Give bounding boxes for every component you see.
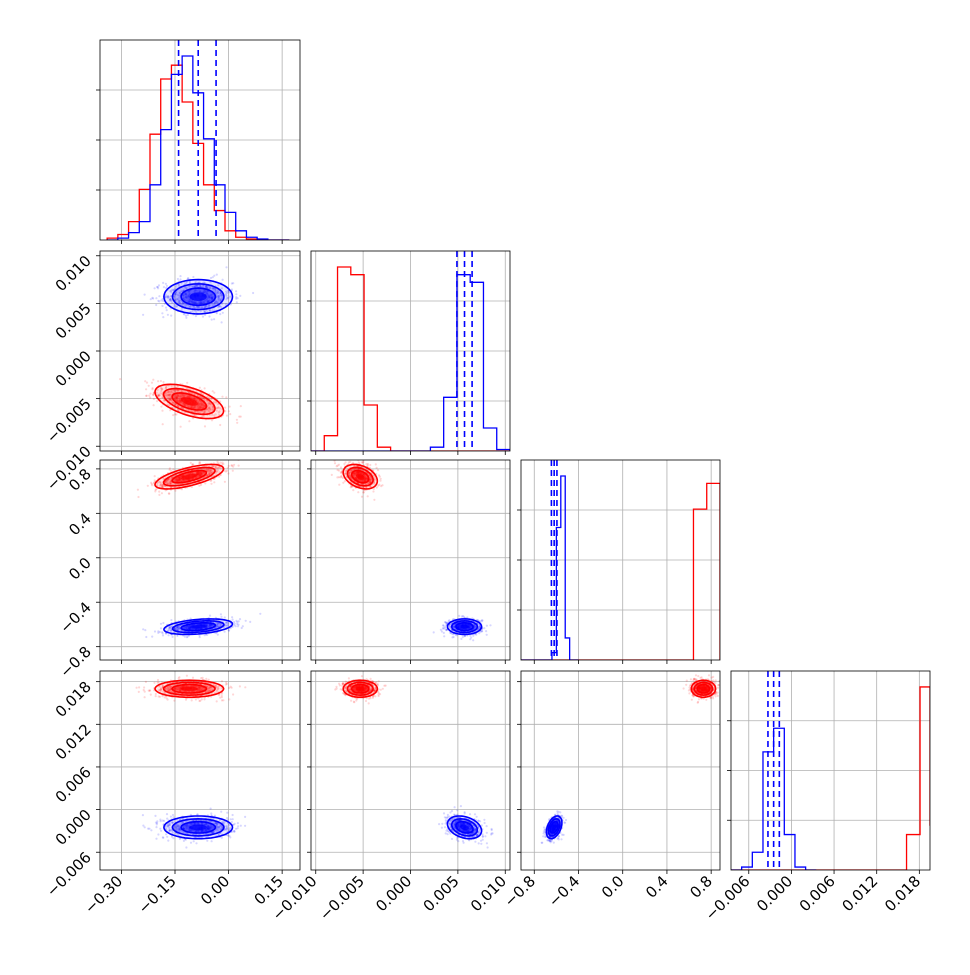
y-tick-label-1-4: 0.010: [52, 252, 95, 295]
y-tick-label-2-0: −0.8: [56, 643, 94, 681]
x-tick-label-0-2: 0.00: [197, 872, 233, 908]
y-tick-label-1-2: 0.000: [52, 347, 95, 390]
x-tick-label-3-3: 0.012: [838, 872, 881, 915]
x-tick-label-3-4: 0.018: [881, 872, 924, 915]
y-tick-label-3-0: −0.006: [43, 848, 95, 900]
y-tick-label-3-2: 0.006: [52, 763, 95, 806]
x-tick-label-3-1: 0.000: [753, 872, 796, 915]
y-tick-label-3-3: 0.012: [52, 720, 95, 763]
histogram-panel-0: [96, 40, 300, 244]
y-tick-label-3-1: 0.000: [52, 806, 95, 849]
y-tick-label-1-1: −0.005: [43, 395, 95, 447]
scatter-panel-2-1: [307, 457, 510, 665]
histogram-panel-2: [517, 460, 720, 664]
x-tick-label-2-4: 0.8: [686, 872, 716, 902]
y-tick-label-2-1: −0.4: [56, 598, 94, 636]
x-tick-label-1-1: −0.005: [316, 872, 368, 924]
y-tick-label-1-3: 0.005: [52, 299, 95, 342]
x-tick-label-2-0: −0.8: [501, 872, 539, 910]
y-tick-label-2-3: 0.4: [65, 509, 95, 539]
scatter-panel-2-0: −0.8−0.40.00.40.8: [56, 458, 300, 681]
histogram-series-0: [731, 687, 930, 870]
scatter-panel-3-2: −0.8−0.4 0.0 0.4 0.8: [501, 671, 725, 911]
contour-level-1-3: [190, 825, 207, 831]
x-tick-label-2-2: 0.0: [598, 872, 628, 902]
x-tick-label-0-1: −0.15: [135, 872, 180, 917]
x-tick-label-1-3: 0.005: [420, 872, 463, 915]
histogram-series-1: [731, 728, 816, 870]
y-tick-label-2-2: 0.0: [65, 554, 95, 584]
histogram-series-1: [521, 476, 578, 660]
histogram-panel-1: [307, 251, 510, 455]
x-tick-label-1-2: 0.000: [372, 872, 415, 915]
x-tick-label-2-1: −0.4: [545, 872, 583, 910]
x-tick-label-2-3: 0.4: [642, 872, 672, 902]
x-tick-label-3-2: 0.006: [796, 872, 839, 915]
y-tick-label-3-4: 0.018: [52, 678, 95, 721]
x-tick-label-0-0: −0.30: [81, 872, 126, 917]
